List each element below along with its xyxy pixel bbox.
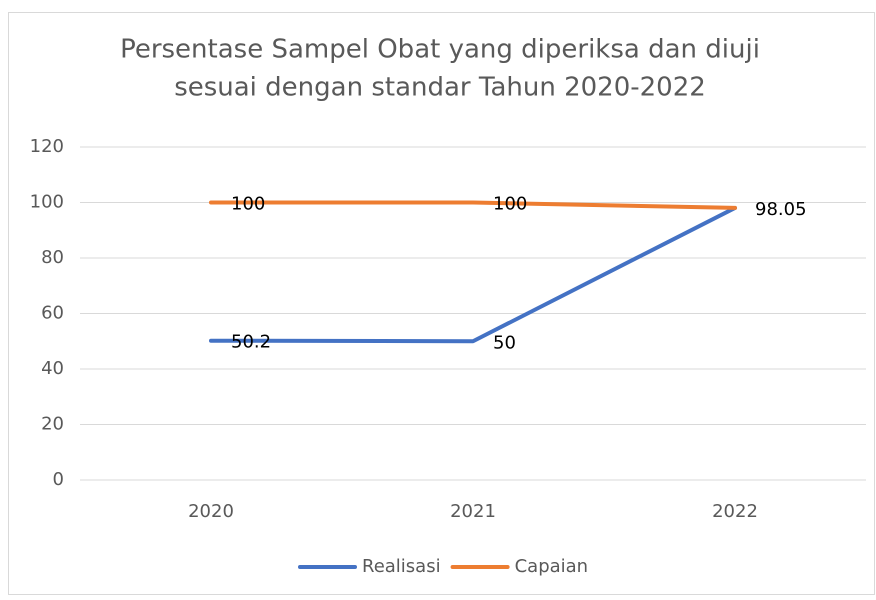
y-tick-label: 80 (41, 247, 64, 268)
line (209, 200, 737, 210)
x-tick-label: 2020 (188, 501, 234, 522)
y-tick-label: 60 (41, 303, 64, 324)
y-tick-label: 0 (53, 469, 64, 490)
data-label: 50.2 (231, 332, 271, 353)
x-tick-label: 2022 (712, 501, 758, 522)
chart-title: Persentase Sampel Obat yang diperiksa da… (120, 35, 760, 65)
legend-label: Realisasi (362, 556, 441, 577)
x-tick-label: 2021 (450, 501, 496, 522)
data-label: 98.05 (755, 199, 807, 220)
y-tick-label: 40 (41, 358, 64, 379)
legend-label: Capaian (515, 556, 589, 577)
y-tick-label: 120 (30, 136, 64, 157)
chart-title: sesuai dengan standar Tahun 2020-2022 (174, 73, 706, 103)
chart-border (8, 12, 875, 595)
line (209, 205, 737, 344)
data-label: 100 (231, 194, 265, 215)
data-label: 50 (493, 332, 516, 353)
y-tick-label: 100 (30, 192, 64, 213)
y-tick-label: 20 (41, 414, 64, 435)
data-label: 100 (493, 194, 527, 215)
